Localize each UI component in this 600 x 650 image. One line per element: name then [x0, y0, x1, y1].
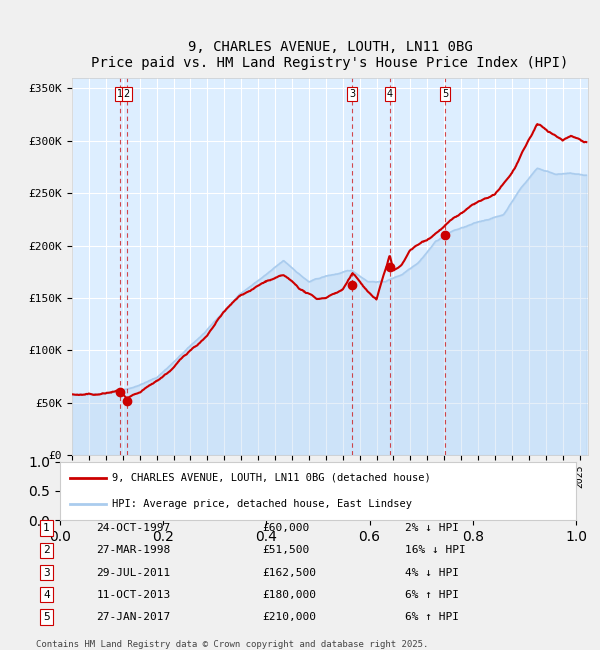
Title: 9, CHARLES AVENUE, LOUTH, LN11 0BG
Price paid vs. HM Land Registry's House Price: 9, CHARLES AVENUE, LOUTH, LN11 0BG Price… — [91, 40, 569, 70]
Text: £162,500: £162,500 — [262, 567, 316, 577]
Text: 24-OCT-1997: 24-OCT-1997 — [96, 523, 170, 533]
Text: 5: 5 — [442, 88, 449, 99]
Text: 2% ↓ HPI: 2% ↓ HPI — [406, 523, 460, 533]
Text: 11-OCT-2013: 11-OCT-2013 — [96, 590, 170, 600]
Text: 6% ↑ HPI: 6% ↑ HPI — [406, 612, 460, 622]
Text: £51,500: £51,500 — [262, 545, 309, 555]
Text: £180,000: £180,000 — [262, 590, 316, 600]
Text: 2: 2 — [124, 88, 130, 99]
Text: 4% ↓ HPI: 4% ↓ HPI — [406, 567, 460, 577]
Text: 4: 4 — [386, 88, 393, 99]
Text: HPI: Average price, detached house, East Lindsey: HPI: Average price, detached house, East… — [112, 499, 412, 508]
Text: 27-JAN-2017: 27-JAN-2017 — [96, 612, 170, 622]
Text: 9, CHARLES AVENUE, LOUTH, LN11 0BG (detached house): 9, CHARLES AVENUE, LOUTH, LN11 0BG (deta… — [112, 473, 430, 483]
Text: 3: 3 — [349, 88, 355, 99]
Text: 16% ↓ HPI: 16% ↓ HPI — [406, 545, 466, 555]
Text: 29-JUL-2011: 29-JUL-2011 — [96, 567, 170, 577]
Text: 1: 1 — [43, 523, 50, 533]
Text: 5: 5 — [43, 612, 50, 622]
Text: 3: 3 — [43, 567, 50, 577]
Text: 1: 1 — [116, 88, 122, 99]
Text: £60,000: £60,000 — [262, 523, 309, 533]
Text: £210,000: £210,000 — [262, 612, 316, 622]
Text: 6% ↑ HPI: 6% ↑ HPI — [406, 590, 460, 600]
Text: 2: 2 — [43, 545, 50, 555]
Text: 4: 4 — [43, 590, 50, 600]
Text: Contains HM Land Registry data © Crown copyright and database right 2025.
This d: Contains HM Land Registry data © Crown c… — [35, 640, 428, 650]
Text: 27-MAR-1998: 27-MAR-1998 — [96, 545, 170, 555]
